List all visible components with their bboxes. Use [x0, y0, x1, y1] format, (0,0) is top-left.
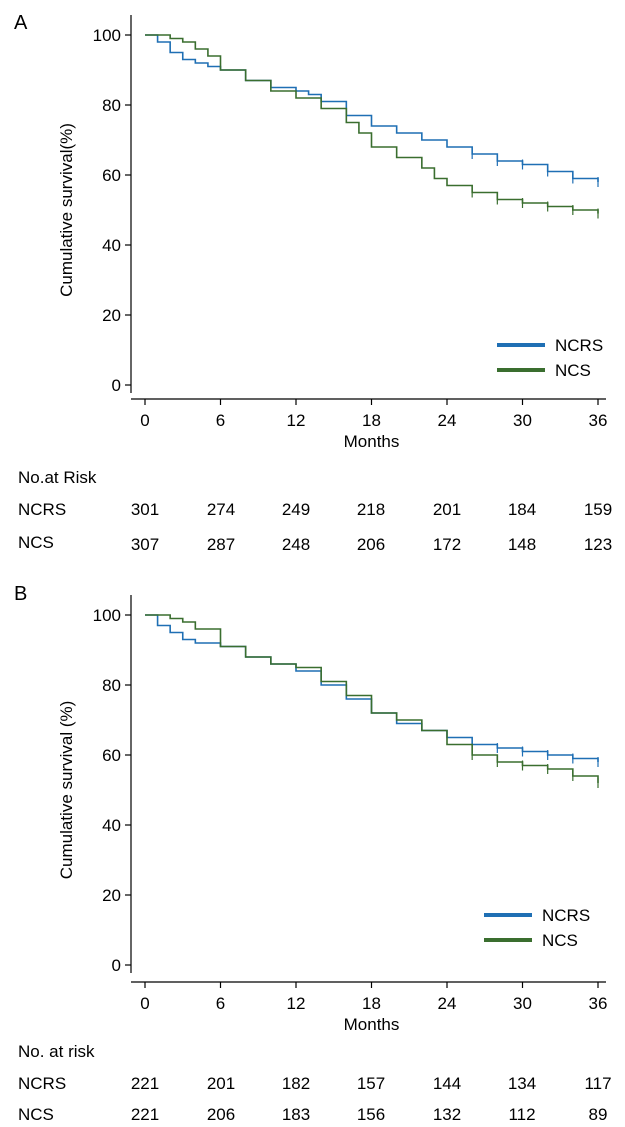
- risk-count: 159: [583, 500, 613, 519]
- risk-count: 201: [206, 1074, 236, 1093]
- y-tick-label: 80: [102, 96, 121, 115]
- risk-count: 89: [588, 1105, 608, 1124]
- x-tick-label: 24: [438, 994, 457, 1013]
- risk-count: 132: [432, 1105, 462, 1124]
- risk-count: 117: [584, 1074, 612, 1093]
- risk-count: 157: [356, 1074, 386, 1093]
- risk-count: 206: [206, 1105, 236, 1124]
- risk-count: 206: [356, 535, 386, 554]
- x-axis-title: Months: [344, 1015, 400, 1034]
- x-tick-label: 6: [216, 994, 225, 1013]
- risk-count: 144: [432, 1074, 462, 1093]
- risk-count: 301: [130, 500, 160, 519]
- risk-count: 218: [356, 500, 386, 519]
- y-tick-label: 60: [102, 746, 121, 765]
- y-tick-label: 100: [93, 26, 121, 45]
- risk-count: 184: [507, 500, 537, 519]
- x-tick-label: 12: [287, 411, 306, 430]
- risk-count: 123: [583, 535, 613, 554]
- x-tick-label: 36: [589, 994, 608, 1013]
- risk-count: 183: [281, 1105, 311, 1124]
- risk-count: 221: [130, 1105, 160, 1124]
- risk-count: 221: [130, 1074, 160, 1093]
- x-tick-label: 12: [287, 994, 306, 1013]
- legend-label-ncs: NCS: [555, 361, 591, 380]
- y-tick-label: 0: [112, 956, 121, 975]
- risk-row-label-ncs-a: NCS: [18, 533, 54, 552]
- y-tick-label: 60: [102, 166, 121, 185]
- survival-chart-b: 0 20 40 60 80 100 0 6 12 18 24 30 36 Months Cumulative…: [57, 595, 608, 1034]
- risk-count: 249: [281, 500, 311, 519]
- x-tick-label: 6: [216, 411, 225, 430]
- series-line-ncrs: [145, 614, 599, 762]
- risk-count: 134: [507, 1074, 537, 1093]
- y-tick-label: 20: [102, 886, 121, 905]
- risk-count: 274: [206, 500, 236, 519]
- x-tick-label: 18: [362, 411, 381, 430]
- y-tick-label: 40: [102, 816, 121, 835]
- x-axis-title: Months: [344, 432, 400, 451]
- x-tick-label: 0: [140, 994, 149, 1013]
- x-tick-label: 30: [513, 411, 532, 430]
- risk-count: 172: [432, 535, 462, 554]
- risk-row-label-ncs-b: NCS: [18, 1105, 54, 1124]
- survival-chart-a: 0 20 40 60 80 100 0 6 12 18 24 30 36 Months Cumulative…: [57, 15, 608, 451]
- panel-a-letter: A: [14, 12, 28, 34]
- risk-count: 248: [281, 535, 311, 554]
- series-line-ncrs: [145, 34, 599, 182]
- x-tick-label: 30: [513, 994, 532, 1013]
- legend-label-ncrs: NCRS: [555, 336, 603, 355]
- x-tick-label: 24: [438, 411, 457, 430]
- risk-row-label-ncrs-b: NCRS: [18, 1074, 67, 1093]
- risk-count: 148: [507, 535, 537, 554]
- legend-label-ncrs: NCRS: [542, 906, 590, 925]
- risk-table-title-a: No.at Risk: [18, 468, 97, 487]
- panel-b-letter: B: [14, 583, 28, 605]
- series-line-ncs: [145, 34, 599, 214]
- risk-count: 112: [508, 1105, 536, 1124]
- risk-count: 201: [432, 500, 462, 519]
- y-tick-label: 80: [102, 676, 121, 695]
- risk-count: 182: [281, 1074, 311, 1093]
- y-axis-title: Cumulative survival(%): [57, 123, 76, 297]
- risk-row-label-ncrs-a: NCRS: [18, 500, 67, 519]
- risk-count: 287: [206, 535, 236, 554]
- y-axis-title: Cumulative survival (%): [57, 701, 76, 880]
- x-tick-label: 36: [589, 411, 608, 430]
- y-tick-label: 40: [102, 236, 121, 255]
- series-line-ncs: [145, 614, 599, 783]
- x-tick-label: 0: [140, 411, 149, 430]
- y-tick-label: 20: [102, 306, 121, 325]
- risk-count: 156: [356, 1105, 386, 1124]
- y-tick-label: 0: [112, 376, 121, 395]
- risk-table-title-b: No. at risk: [18, 1042, 95, 1061]
- legend-label-ncs: NCS: [542, 931, 578, 950]
- x-tick-label: 18: [362, 994, 381, 1013]
- risk-count: 307: [130, 535, 160, 554]
- y-tick-label: 100: [93, 606, 121, 625]
